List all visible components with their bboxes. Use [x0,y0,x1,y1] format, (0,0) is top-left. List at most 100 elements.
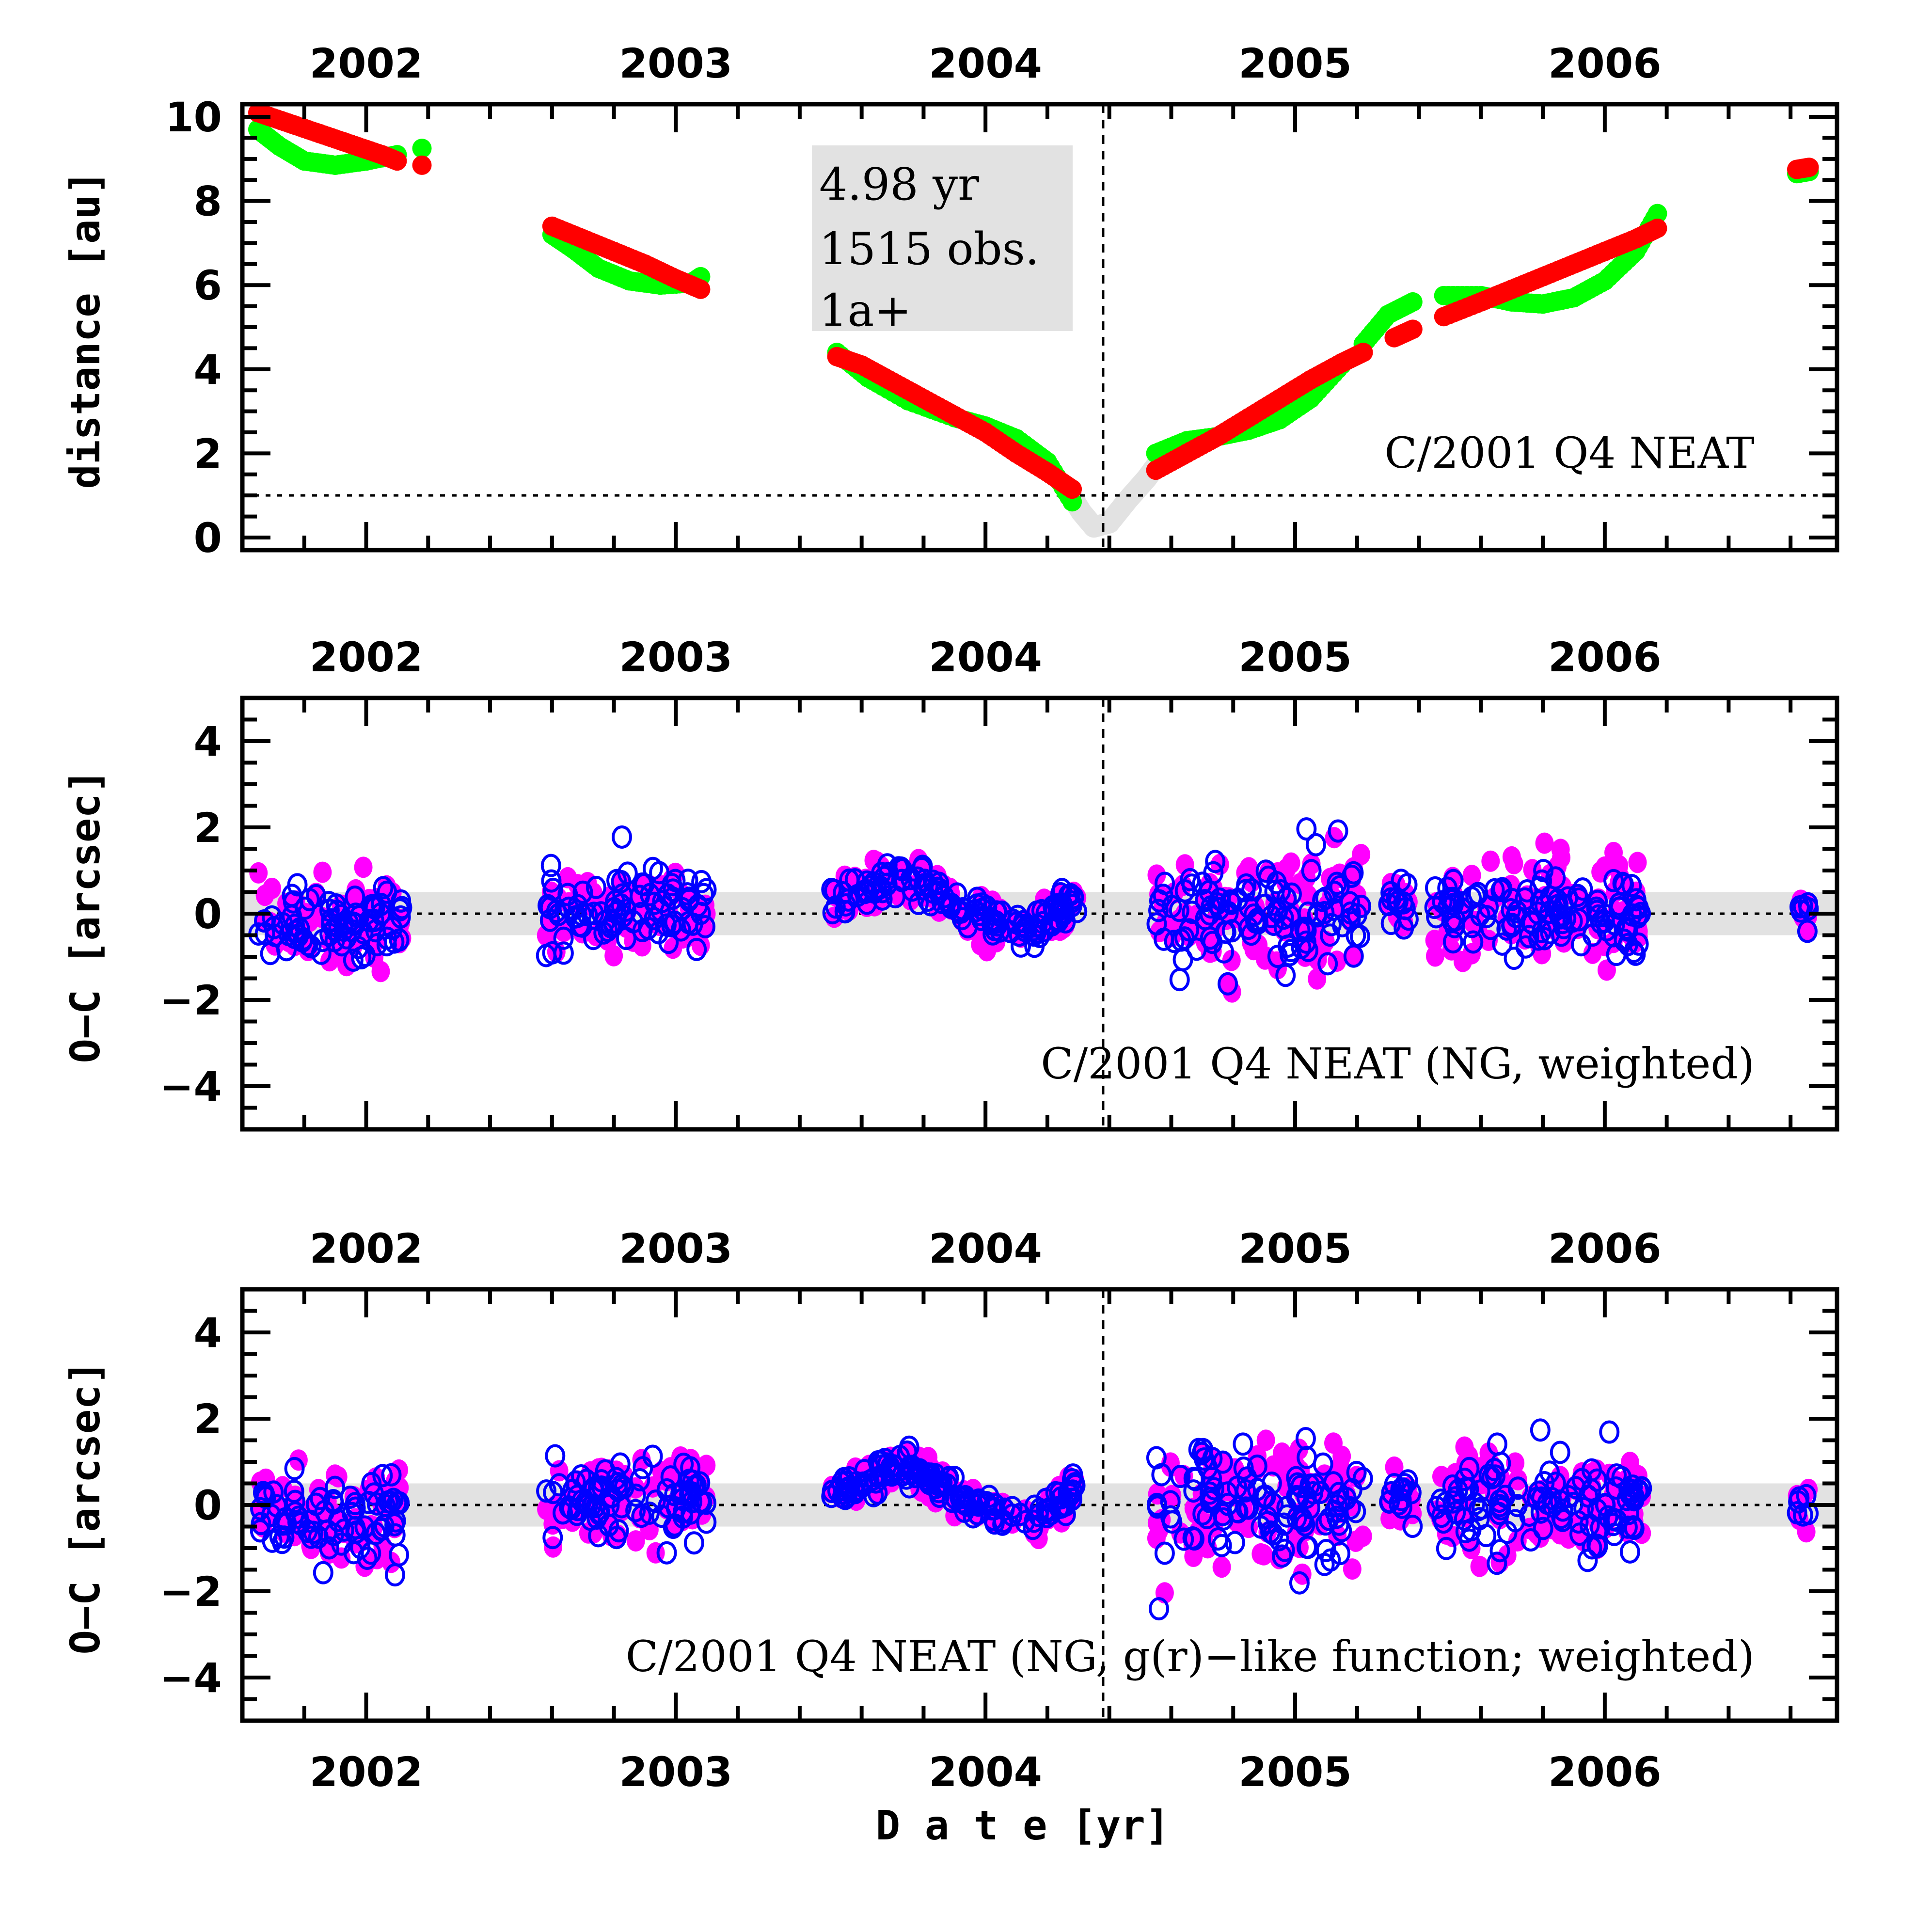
data-point-dec [1520,1528,1541,1552]
data-point-dec [303,1520,324,1544]
data-point-dec [569,914,590,937]
data-point-dec [1573,1497,1594,1520]
data-point-dec [1328,819,1348,843]
data-point-dec [542,1526,563,1550]
data-point-dec [285,919,306,943]
data-point-dec [1402,1515,1423,1538]
data-point-dec [1251,1515,1271,1539]
data-point-dec [1476,905,1497,929]
y-axis-title-oc-2: O−C [arcsec] [62,1361,109,1655]
data-point-ra [1604,841,1623,863]
data-point-ra [1506,1452,1525,1474]
data-point-dec [1329,875,1350,899]
data-point-dec [890,856,911,880]
data-point-dec [1515,887,1536,911]
data-point-dec [1487,1552,1507,1575]
data-point [1647,204,1667,223]
y-tick-label: 6 [194,262,222,309]
y-axis-title-oc-1: O−C [arcsec] [62,769,109,1063]
data-point-dec [333,918,354,942]
distance-panel: 0 2 4 6 8 10 2002 2003 2004 2005 2006 [165,40,1839,562]
data-point-dec [1505,1509,1526,1533]
data-point-dec [865,1470,886,1494]
data-point-dec [1432,890,1453,914]
data-point-dec [584,1476,604,1500]
data-point-dec [553,926,574,950]
data-point-dec [1436,1536,1457,1560]
data-point-dec [581,1493,602,1517]
data-point-dec [1797,919,1818,943]
data-point-dec [300,1509,321,1533]
data-point-ra [1352,844,1371,866]
data-point-dec [1298,938,1319,962]
data-point-ra [1290,1439,1309,1460]
data-point-dec [867,875,887,899]
info-quality-class: 1a+ [819,285,911,336]
data-point [1353,343,1373,363]
data-point-dec [1599,1420,1620,1444]
info-obs-count: 1515 obs. [819,223,1039,275]
data-point-ra [1325,827,1344,849]
data-point-dec [251,1512,271,1536]
data-point-dec [617,861,638,885]
data-point-dec [1628,1479,1648,1503]
data-point-dec [1173,1527,1194,1551]
data-point-dec [1041,1502,1061,1525]
data-point-ra [1551,839,1570,860]
data-point-dec [1489,1539,1510,1563]
data-point-dec [951,907,972,931]
data-point-dec [1215,920,1235,944]
data-point-ra [1508,1469,1527,1490]
y-tick-label: −2 [159,1568,222,1615]
data-point-ra [1344,945,1363,967]
data-point-dec [1550,1441,1570,1464]
data-point-dec [1055,1503,1076,1526]
data-point-ra [1455,1436,1474,1458]
data-point-dec [1598,1505,1618,1529]
y-tick-label: 0 [194,514,222,562]
data-point-dec [1612,871,1633,895]
data-point-dec [343,948,364,972]
y-tick-label: −2 [159,977,222,1024]
data-point-dec [1320,923,1341,947]
data-point-dec [1577,1549,1598,1572]
data-point-ra [1353,1525,1372,1547]
data-point-ra [1385,1456,1404,1478]
data-point-dec [607,1478,628,1502]
data-point-dec [298,933,318,956]
data-point-dec [612,825,633,849]
data-point-dec [353,921,374,945]
data-point-ra [273,1476,292,1498]
data-point-dec [1164,930,1185,953]
data-point-dec [1228,887,1249,911]
data-point-dec [1054,901,1075,925]
data-point-dec [287,873,308,897]
data-point-dec [1539,886,1560,909]
x-tick-label-bottom: 2005 [1238,1748,1352,1796]
data-point-dec [629,885,650,908]
data-point-ra [1147,864,1166,886]
data-point-dec [1465,1492,1486,1516]
data-point [1403,319,1423,339]
data-point-dec [358,1490,379,1514]
y-tick-label: 0 [194,890,222,938]
data-point-dec [1024,923,1045,947]
data-point-dec [541,869,562,893]
data-point [412,155,432,175]
data-point-dec [1582,923,1603,947]
data-point-dec [677,882,698,906]
data-point-dec [1504,947,1524,970]
data-point-dec [1264,880,1285,903]
data-point-ra [1212,1556,1231,1578]
data-point-dec [357,1546,378,1570]
data-point-dec [1392,1495,1412,1519]
data-point-dec [1622,903,1643,927]
annotation-ng-gr-weighted: C/2001 Q4 NEAT (NG, g(r)−like function; … [626,1631,1755,1681]
data-point-ra [1308,968,1327,990]
data-point-dec [384,1563,405,1587]
data-point-dec [1275,964,1296,987]
data-point [1799,158,1819,177]
data-point-dec [835,900,855,924]
data-point-dec [846,1471,867,1494]
data-point-ra [1251,1543,1270,1565]
